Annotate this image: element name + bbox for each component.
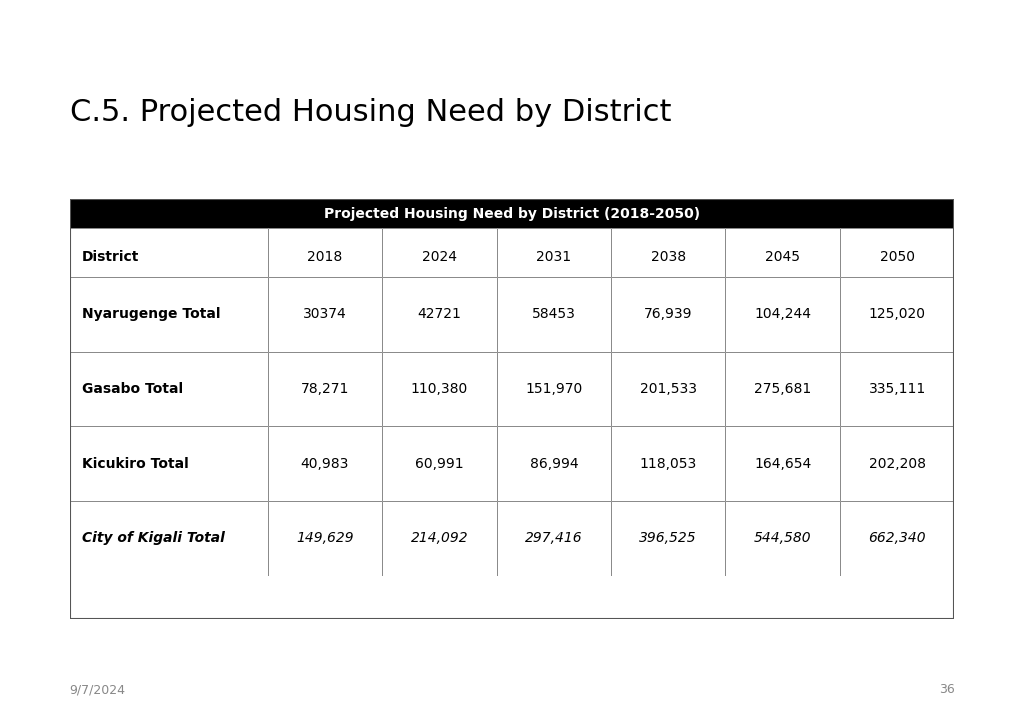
Text: 275,681: 275,681 xyxy=(754,382,811,396)
Text: Projected Housing Need by District (2018-2050): Projected Housing Need by District (2018… xyxy=(324,207,700,221)
Text: 118,053: 118,053 xyxy=(640,457,697,471)
Text: 297,416: 297,416 xyxy=(525,531,583,545)
Text: 2045: 2045 xyxy=(765,251,800,264)
Text: 149,629: 149,629 xyxy=(296,531,353,545)
Text: Nyarugenge Total: Nyarugenge Total xyxy=(82,307,220,321)
Text: District: District xyxy=(82,251,139,264)
Text: 76,939: 76,939 xyxy=(644,307,692,321)
Text: 2018: 2018 xyxy=(307,251,343,264)
Text: C.5. Projected Housing Need by District: C.5. Projected Housing Need by District xyxy=(70,98,671,127)
Text: 2031: 2031 xyxy=(537,251,571,264)
Text: 110,380: 110,380 xyxy=(411,382,468,396)
Text: 40,983: 40,983 xyxy=(301,457,349,471)
Text: 42721: 42721 xyxy=(418,307,461,321)
Text: 78,271: 78,271 xyxy=(301,382,349,396)
Text: 60,991: 60,991 xyxy=(415,457,464,471)
Text: 58453: 58453 xyxy=(531,307,575,321)
Text: Gasabo Total: Gasabo Total xyxy=(82,382,182,396)
Text: 164,654: 164,654 xyxy=(754,457,811,471)
Text: Kicukiro Total: Kicukiro Total xyxy=(82,457,188,471)
Text: 214,092: 214,092 xyxy=(411,531,468,545)
Text: 30374: 30374 xyxy=(303,307,347,321)
Text: 396,525: 396,525 xyxy=(639,531,697,545)
Text: 2050: 2050 xyxy=(880,251,914,264)
Text: 335,111: 335,111 xyxy=(868,382,926,396)
Text: 662,340: 662,340 xyxy=(868,531,926,545)
Text: 202,208: 202,208 xyxy=(868,457,926,471)
Text: 2024: 2024 xyxy=(422,251,457,264)
Text: 9/7/2024: 9/7/2024 xyxy=(70,683,126,696)
Text: 544,580: 544,580 xyxy=(754,531,811,545)
Text: 86,994: 86,994 xyxy=(529,457,579,471)
Text: 36: 36 xyxy=(939,683,954,696)
Text: 201,533: 201,533 xyxy=(640,382,696,396)
Text: 104,244: 104,244 xyxy=(755,307,811,321)
Text: 151,970: 151,970 xyxy=(525,382,583,396)
Text: 2038: 2038 xyxy=(650,251,686,264)
Text: City of Kigali Total: City of Kigali Total xyxy=(82,531,224,545)
Text: 125,020: 125,020 xyxy=(868,307,926,321)
